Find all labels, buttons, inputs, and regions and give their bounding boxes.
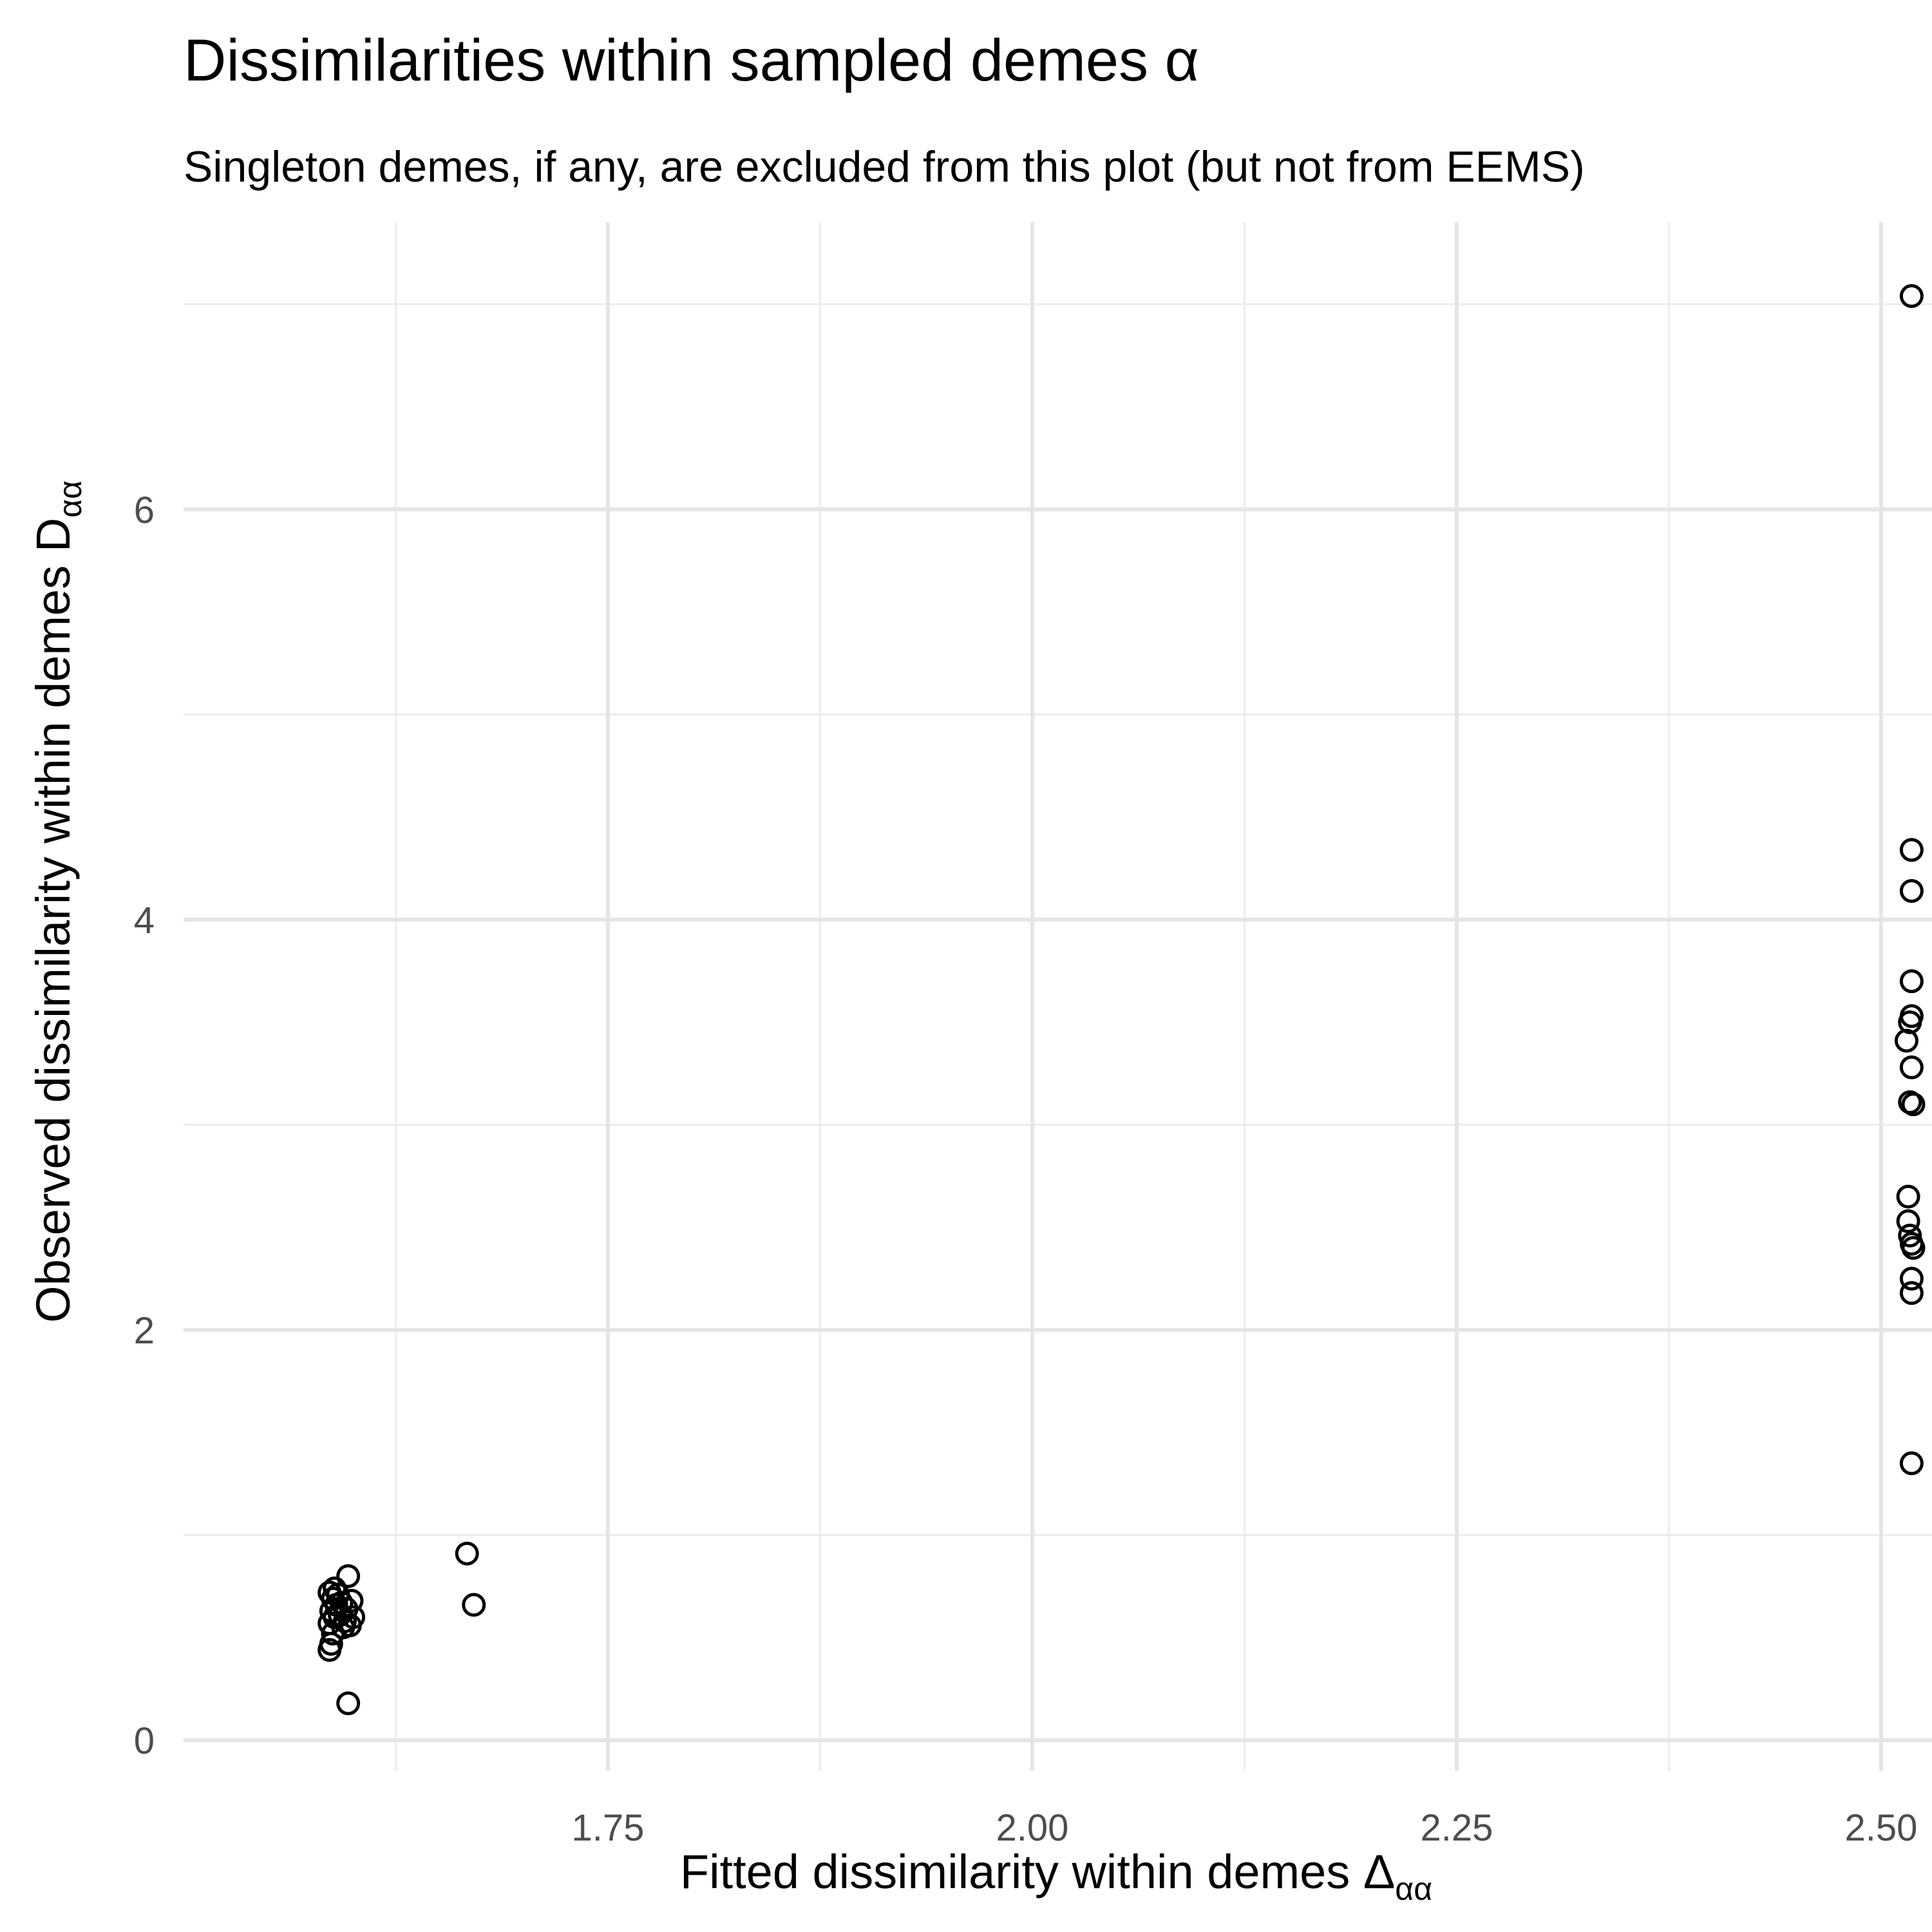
data-point — [455, 1541, 479, 1566]
x-tick-label: 2.50 — [1844, 1807, 1917, 1849]
data-point — [1899, 1451, 1924, 1475]
y-tick-label: 4 — [134, 900, 155, 942]
data-point — [1899, 1281, 1924, 1305]
data-points — [317, 284, 1926, 1716]
data-point — [1899, 969, 1924, 994]
y-tick-label: 0 — [134, 1720, 155, 1762]
data-point — [336, 1564, 361, 1588]
data-point — [1896, 1209, 1920, 1233]
y-axis-ticks: 0 2 4 6 — [134, 489, 155, 1762]
data-point — [1899, 1055, 1924, 1079]
data-point — [334, 1596, 359, 1621]
data-point — [1899, 878, 1924, 903]
data-point — [462, 1593, 486, 1617]
chart-subtitle: Singleton demes, if any, are excluded fr… — [184, 142, 1585, 191]
data-point — [1899, 1266, 1924, 1291]
chart-title: Dissimilarities within sampled demes α — [184, 28, 1199, 93]
x-tick-label: 2.25 — [1420, 1807, 1493, 1849]
x-axis-ticks: 1.75 2.00 2.25 2.50 — [572, 1807, 1918, 1849]
x-tick-label: 2.00 — [996, 1807, 1069, 1849]
x-tick-label: 1.75 — [572, 1807, 645, 1849]
data-point — [1899, 284, 1924, 308]
y-tick-label: 6 — [134, 489, 155, 531]
y-axis-title: Observed dissimilarity within demes Dαα — [26, 480, 88, 1323]
data-point — [1901, 1092, 1926, 1117]
data-point — [1899, 838, 1924, 862]
plot-grid — [184, 222, 1932, 1771]
data-point — [1896, 1184, 1920, 1209]
y-tick-label: 2 — [134, 1310, 155, 1352]
data-point — [1894, 1028, 1918, 1053]
data-point — [336, 1691, 361, 1716]
x-axis-title: Fitted dissimilarity within demes Δαα — [680, 1845, 1432, 1907]
data-point — [1901, 1236, 1926, 1260]
